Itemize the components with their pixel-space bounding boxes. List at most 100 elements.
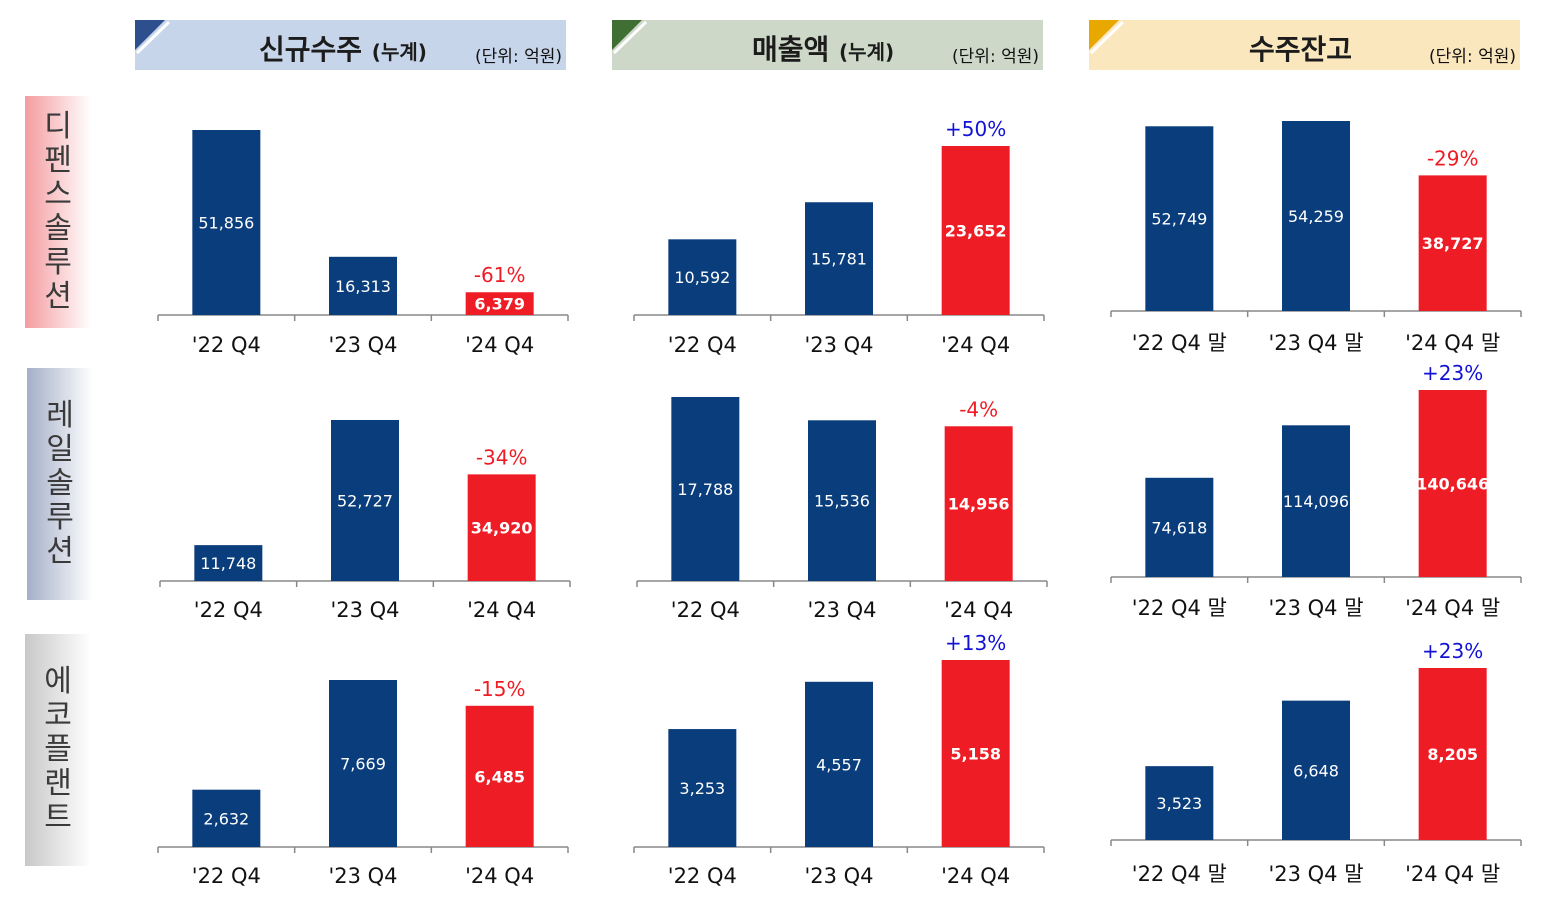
bar-value-label: 140,646: [1416, 475, 1489, 494]
header-new-orders: 신규수주 (누계) (단위: 억원): [135, 20, 566, 70]
bar-value-label: 7,669: [340, 755, 386, 774]
bar: [194, 545, 263, 581]
x-tick-label: '24 Q4: [941, 333, 1010, 357]
x-tick-label: '23 Q4: [804, 864, 873, 888]
header-unit: (단위: 억원): [475, 47, 562, 67]
header-title: 신규수주 (누계): [259, 33, 427, 66]
bar-value-label: 2,632: [203, 809, 249, 828]
x-tick-label: '23 Q4: [330, 598, 399, 622]
bar-value-label: 6,648: [1293, 761, 1339, 780]
row-label-char: 솔: [44, 211, 72, 246]
bar: [467, 474, 536, 581]
bar-value-label: 8,205: [1427, 745, 1478, 764]
bar-value-label: 6,379: [474, 295, 525, 314]
bar: [1282, 121, 1350, 311]
row-label-char: 에: [44, 664, 72, 699]
bar-value-label: 52,727: [337, 492, 393, 511]
change-percent-label: -61%: [474, 263, 526, 287]
row-label-char: 션: [46, 534, 74, 569]
bar: [329, 256, 397, 315]
header-corner-mark: [1089, 20, 1125, 55]
bar-value-label: 14,956: [948, 495, 1010, 514]
x-tick-label: '22 Q4 말: [1132, 862, 1227, 886]
row-label-char: 펜: [44, 143, 72, 178]
x-tick-label: '23 Q4: [328, 864, 397, 888]
x-tick-label: '22 Q4: [668, 864, 737, 888]
bar-value-label: 10,592: [674, 268, 730, 287]
bar-value-label: 6,485: [474, 767, 525, 786]
bar-value-label: 17,788: [677, 480, 733, 499]
bar: [192, 789, 261, 847]
change-percent-label: -34%: [476, 445, 528, 469]
bar: [668, 729, 737, 847]
bar: [805, 202, 873, 315]
bar-value-label: 16,313: [335, 277, 391, 296]
bar: [1282, 425, 1350, 577]
x-tick-label: '22 Q4: [194, 598, 263, 622]
header-title: 수주잔고: [1249, 33, 1353, 66]
change-percent-label: +23%: [1422, 361, 1483, 385]
bar: [465, 705, 534, 847]
change-percent-label: +23%: [1422, 639, 1483, 663]
bar: [1145, 126, 1214, 312]
bar-value-label: 3,253: [679, 779, 725, 798]
bar-value-label: 15,536: [814, 492, 870, 511]
row-label-char: 루: [44, 245, 72, 280]
x-tick-label: '24 Q4: [465, 864, 534, 888]
x-tick-label: '22 Q4: [192, 864, 261, 888]
bar-value-label: 34,920: [471, 519, 533, 538]
change-percent-label: -15%: [474, 677, 526, 701]
x-tick-label: '22 Q4: [192, 333, 261, 357]
row-label-char: 솔: [46, 466, 74, 501]
x-tick-label: '22 Q4 말: [1132, 331, 1227, 355]
bar: [1145, 766, 1214, 840]
x-tick-label: '24 Q4 말: [1405, 862, 1500, 886]
bar-value-label: 74,618: [1151, 518, 1207, 537]
x-tick-label: '24 Q4: [465, 333, 534, 357]
bar-value-label: 4,557: [816, 755, 862, 774]
bar-value-label: 15,781: [811, 250, 867, 269]
bar: [1145, 477, 1214, 577]
x-tick-label: '23 Q4: [328, 333, 397, 357]
row-label-char: 랜: [44, 766, 72, 801]
x-tick-label: '24 Q4 말: [1405, 331, 1500, 355]
bar: [671, 397, 740, 581]
x-tick-label: '23 Q4: [807, 598, 876, 622]
header-title: 매출액 (누계): [752, 33, 895, 66]
bar: [944, 426, 1013, 581]
change-percent-label: -29%: [1427, 146, 1479, 170]
row-label-char: 루: [46, 500, 74, 535]
x-tick-label: '22 Q4 말: [1132, 596, 1227, 620]
bar: [1418, 390, 1487, 577]
bar: [668, 239, 737, 315]
x-tick-label: '24 Q4 말: [1405, 596, 1500, 620]
bar-value-label: 23,652: [945, 222, 1007, 241]
header-unit: (단위: 억원): [1429, 47, 1516, 67]
x-tick-label: '24 Q4: [941, 864, 1010, 888]
x-tick-label: '22 Q4: [668, 333, 737, 357]
bar-value-label: 51,856: [198, 214, 254, 233]
bar: [192, 130, 261, 315]
row-label-char: 일: [46, 432, 74, 467]
bar-value-label: 114,096: [1283, 492, 1349, 511]
x-tick-label: '22 Q4: [671, 598, 740, 622]
bar: [941, 146, 1010, 315]
row-label-char: 스: [44, 177, 72, 212]
bar-value-label: 11,748: [200, 554, 256, 573]
x-tick-label: '24 Q4: [467, 598, 536, 622]
bar: [465, 292, 534, 315]
x-tick-label: '24 Q4: [944, 598, 1013, 622]
bar: [808, 420, 876, 581]
row-label-char: 코: [44, 698, 72, 733]
row-label-char: 션: [44, 279, 72, 314]
row-label-char: 레: [46, 398, 74, 433]
